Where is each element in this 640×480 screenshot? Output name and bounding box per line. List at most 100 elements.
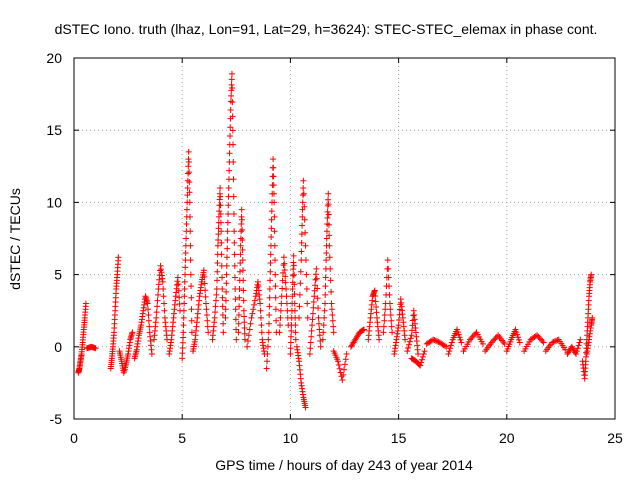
data-point [417, 362, 424, 369]
data-point [229, 99, 236, 106]
data-point [330, 329, 337, 336]
data-point [215, 225, 222, 232]
data-point [214, 260, 221, 267]
data-point [407, 335, 414, 342]
data-point [312, 276, 319, 283]
data-point [232, 274, 239, 281]
data-point [153, 314, 160, 321]
data-point [148, 351, 155, 358]
data-point [180, 334, 187, 341]
data-point [268, 225, 275, 232]
x-tick-label: 5 [178, 430, 186, 446]
data-point [573, 348, 580, 355]
data-point [236, 294, 243, 301]
data-point [290, 266, 297, 273]
data-point [219, 274, 226, 281]
data-point [388, 323, 395, 330]
data-point [182, 257, 189, 264]
data-point [271, 199, 278, 206]
data-point [287, 351, 294, 358]
data-point [219, 303, 226, 310]
data-point [270, 164, 277, 171]
x-axis-label: GPS time / hours of day 243 of year 2014 [215, 457, 473, 473]
data-point [227, 98, 234, 105]
data-point [291, 281, 298, 288]
data-point [153, 309, 160, 316]
data-point [181, 286, 188, 293]
data-point [257, 314, 264, 321]
data-point [360, 327, 367, 334]
data-point [589, 314, 596, 321]
data-point [343, 351, 350, 358]
data-point [187, 242, 194, 249]
data-point [317, 343, 324, 350]
data-point [328, 306, 335, 313]
data-point [573, 351, 580, 358]
data-point [115, 254, 122, 261]
data-point [237, 242, 244, 249]
plot-frame [73, 57, 616, 420]
data-point [218, 228, 225, 235]
data-point [272, 271, 279, 278]
data-point [200, 267, 207, 274]
data-point [405, 341, 412, 348]
data-point [154, 303, 161, 310]
data-point [224, 245, 231, 252]
data-point [218, 239, 225, 246]
data-point [315, 305, 322, 312]
data-point [219, 286, 226, 293]
data-point [402, 336, 409, 343]
x-tick-label: 15 [391, 430, 407, 446]
data-point [553, 337, 560, 344]
data-point [386, 300, 393, 307]
data-point [186, 213, 193, 220]
data-point [386, 291, 393, 298]
data-point [217, 184, 224, 191]
data-point [229, 127, 236, 134]
data-point [448, 339, 455, 346]
data-point [237, 260, 244, 267]
data-point [277, 307, 284, 314]
data-point [421, 348, 428, 355]
data-point [266, 303, 273, 310]
data-point [246, 326, 253, 333]
data-point [387, 306, 394, 313]
data-point [326, 254, 333, 261]
data-point [237, 235, 244, 242]
data-point [300, 184, 307, 191]
data-point [469, 333, 476, 340]
data-point [216, 196, 223, 203]
data-point [304, 300, 311, 307]
data-point [277, 314, 284, 321]
data-point [315, 320, 322, 327]
data-point [441, 342, 448, 349]
data-point [266, 286, 273, 293]
data-point [312, 282, 319, 289]
data-point [237, 251, 244, 258]
data-point [223, 262, 230, 269]
data-point [380, 323, 387, 330]
data-point [430, 336, 437, 343]
data-point [227, 132, 234, 139]
data-points [75, 70, 596, 411]
data-point [549, 339, 556, 346]
data-point [536, 335, 543, 342]
data-point [373, 303, 380, 310]
data-point [341, 361, 348, 368]
data-point [219, 312, 226, 319]
data-point [222, 314, 229, 321]
data-point [319, 336, 326, 343]
data-point [327, 265, 334, 272]
data-point [215, 236, 222, 243]
data-point [435, 338, 442, 345]
data-point [186, 169, 193, 176]
data-point [323, 249, 330, 256]
data-point [291, 300, 298, 307]
data-point [405, 344, 412, 351]
data-point [232, 306, 239, 313]
data-point [280, 254, 287, 261]
data-point [176, 294, 183, 301]
data-point [308, 333, 315, 340]
data-point [291, 307, 298, 314]
data-point [185, 158, 192, 165]
